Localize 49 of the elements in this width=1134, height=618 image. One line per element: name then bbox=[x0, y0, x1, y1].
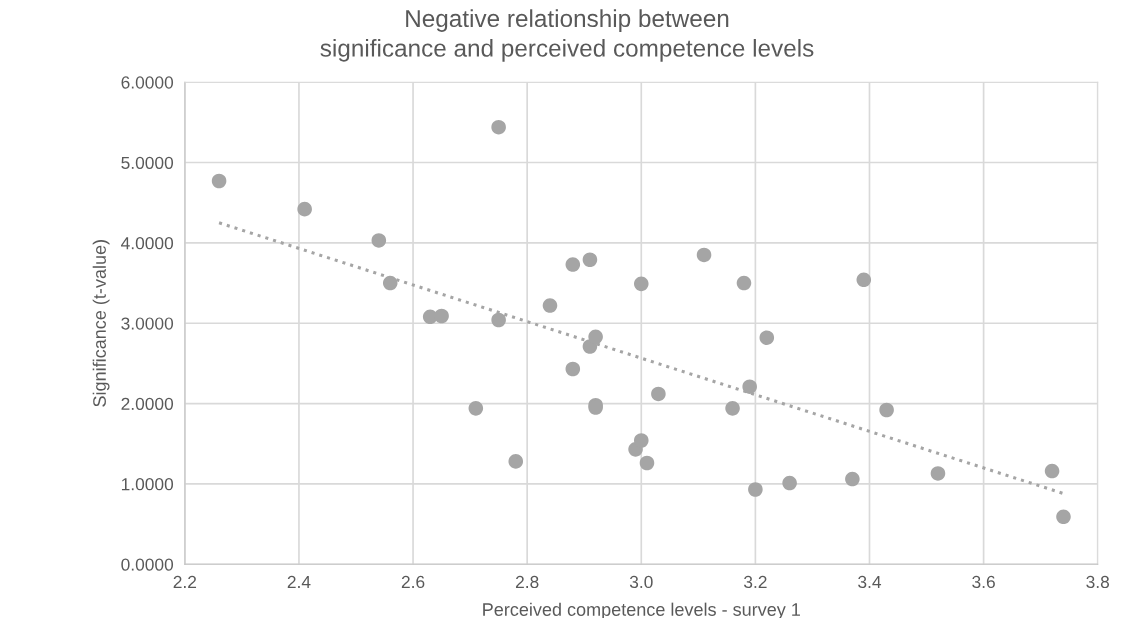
point bbox=[725, 401, 740, 416]
point bbox=[696, 247, 712, 263]
x-tick-label: 2.4 bbox=[287, 575, 311, 588]
point bbox=[211, 173, 227, 189]
point bbox=[736, 275, 752, 291]
point bbox=[759, 330, 775, 345]
point bbox=[1056, 509, 1071, 525]
point bbox=[742, 379, 757, 394]
point bbox=[297, 201, 312, 217]
y-tick-label: 6.0000 bbox=[121, 76, 174, 89]
point bbox=[782, 475, 797, 491]
y-axis-title: Significance (t-value) bbox=[92, 240, 110, 407]
point bbox=[845, 471, 860, 487]
point bbox=[508, 454, 524, 469]
point bbox=[434, 308, 449, 324]
x-tick-label: 3.6 bbox=[972, 575, 995, 589]
x-tick-label: 2.6 bbox=[401, 575, 425, 589]
point bbox=[565, 361, 581, 377]
point bbox=[879, 402, 894, 418]
x-tick-label: 2.8 bbox=[515, 575, 539, 589]
y-tick-label: 0.0000 bbox=[121, 558, 174, 571]
x-tick-label: 3.4 bbox=[858, 575, 882, 589]
point bbox=[491, 312, 506, 328]
point bbox=[588, 329, 603, 345]
x-tick-label: 2.2 bbox=[173, 575, 197, 588]
y-tick-label: 3.0000 bbox=[121, 317, 174, 330]
chart-title: Negative relationship between significance and perceived competence levels bbox=[320, 9, 814, 62]
y-tick-label: 5.0000 bbox=[121, 156, 174, 169]
point bbox=[371, 233, 387, 248]
x-tick-label: 3.0 bbox=[629, 575, 653, 589]
point bbox=[468, 401, 484, 416]
point bbox=[491, 119, 506, 135]
x-tick-label: 3.2 bbox=[743, 575, 767, 589]
point bbox=[856, 272, 872, 288]
x-tick-label: 3.8 bbox=[1086, 575, 1110, 589]
point bbox=[651, 386, 666, 402]
point bbox=[748, 482, 763, 497]
point bbox=[542, 298, 558, 313]
point bbox=[930, 466, 946, 481]
point bbox=[565, 257, 581, 272]
point bbox=[582, 252, 598, 268]
y-tick-label: 1.0000 bbox=[121, 478, 174, 491]
y-tick-label: 2.0000 bbox=[121, 397, 174, 411]
point bbox=[382, 275, 398, 291]
y-tick-label: 4.0000 bbox=[121, 237, 174, 250]
point bbox=[633, 433, 649, 448]
point bbox=[633, 276, 649, 292]
point bbox=[1044, 463, 1060, 479]
point bbox=[639, 455, 655, 471]
